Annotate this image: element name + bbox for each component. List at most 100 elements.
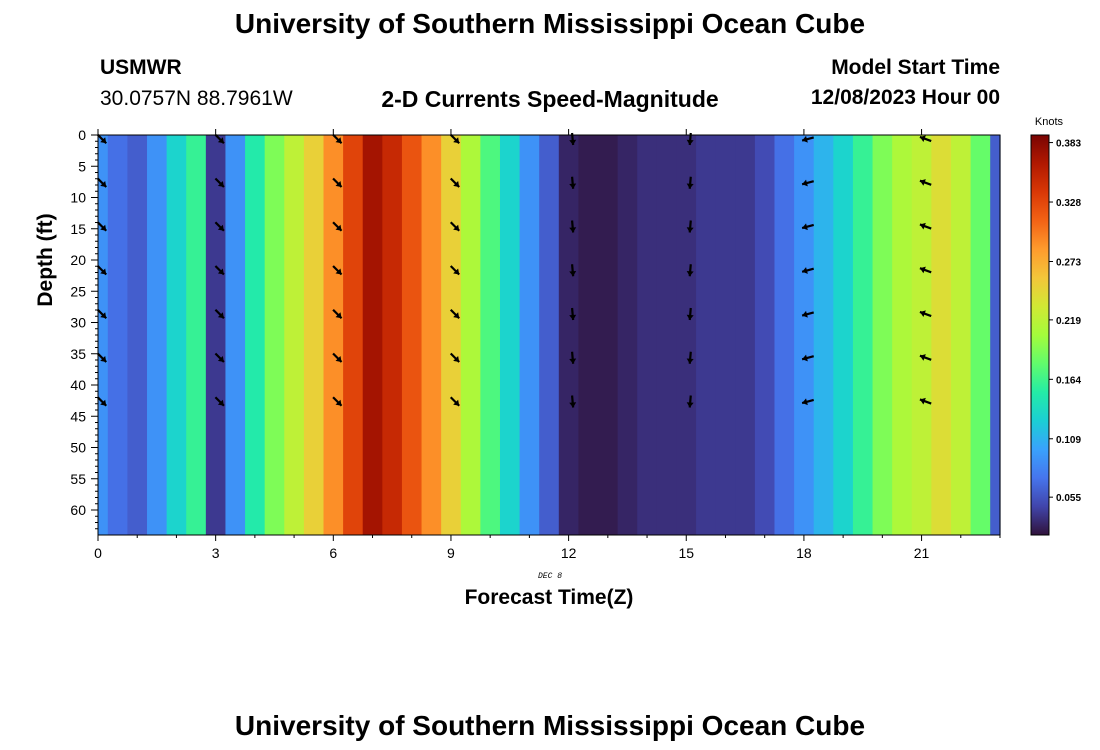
current-vector-arrow [332, 352, 343, 363]
heatmap-cell [401, 135, 423, 535]
vector-head [453, 268, 460, 275]
vector-head [686, 314, 694, 320]
heatmap-cell [735, 135, 756, 535]
heatmap-cell [205, 135, 227, 535]
heatmap-cell [519, 135, 540, 535]
heatmap-cell [480, 135, 501, 535]
vector-head [453, 137, 460, 144]
heatmap-cell [715, 135, 736, 535]
heatmap-cell [637, 135, 658, 535]
current-vector-arrow [919, 179, 932, 186]
x-tick-label: 6 [329, 545, 337, 561]
heatmap-cell [931, 135, 952, 535]
heatmap-cell [107, 135, 129, 535]
y-tick-label: 60 [70, 502, 86, 518]
y-tick-label: 30 [70, 315, 86, 331]
current-vector-arrow [449, 133, 460, 145]
vector-head [335, 224, 342, 231]
vector-head [453, 224, 460, 231]
colorbar-units: Knots [1035, 116, 1064, 128]
current-vector-arrow [686, 307, 694, 321]
vector-head [686, 402, 694, 408]
current-vector-arrow [332, 133, 343, 145]
current-vector-arrow [569, 395, 577, 408]
heatmap-cell [421, 135, 442, 535]
vector-head [569, 139, 577, 145]
current-vector-arrow [214, 308, 225, 320]
current-vector-arrow [96, 133, 108, 145]
heatmap-cell [656, 135, 678, 535]
heatmap-cell [578, 135, 599, 535]
vector-head [100, 312, 107, 319]
model-start-time: 12/08/2023 Hour 00 [810, 86, 1000, 109]
current-vector-arrow [332, 265, 343, 276]
vector-head [802, 223, 808, 231]
current-vector-arrow [214, 396, 225, 407]
heatmap-cell [872, 135, 893, 535]
vector-head [217, 399, 224, 406]
current-vector-arrow [686, 264, 694, 277]
colorbar-tick-label: 0.109 [1056, 435, 1081, 446]
vector-head [919, 179, 926, 186]
figure-title: University of Southern Mississippi Ocean… [234, 8, 866, 39]
heatmap-cell [284, 135, 305, 535]
vector-head [335, 355, 342, 362]
heatmap-cell [539, 135, 560, 535]
vector-head [453, 312, 460, 319]
colorbar-tick-label: 0.383 [1056, 139, 1081, 150]
heatmap-cell [970, 135, 991, 535]
plot-title: 2-D Currents Speed-Magnitude [381, 86, 719, 112]
heatmap-cell [911, 135, 932, 535]
vector-head [100, 399, 107, 406]
heatmap-cell [147, 135, 168, 535]
heatmap-cell [892, 135, 913, 535]
heatmap-cell [303, 135, 325, 535]
speed-heatmap-chart: 0 3 6 9 12 15 18 21 0 5 10 15 20 25 30 35 40 45 50 55 60 Dept… [34, 116, 1081, 609]
vector-head [686, 358, 694, 364]
heatmap-cell [754, 135, 776, 535]
current-vector-arrow [569, 220, 577, 233]
colorbar [1030, 134, 1050, 536]
current-vector-arrow [801, 179, 814, 187]
current-vector-arrow [96, 352, 108, 363]
heatmap-cell [343, 135, 364, 535]
y-tick-label: 20 [70, 252, 86, 268]
vector-head [217, 180, 224, 187]
vector-head [217, 137, 224, 144]
x-tick-label: 15 [678, 545, 694, 561]
current-vector-arrow [919, 397, 932, 405]
current-vector-arrow [919, 222, 932, 230]
current-vector-arrow [919, 354, 932, 361]
heatmap-cell [617, 135, 638, 535]
current-vector-arrow [919, 135, 932, 143]
heatmap-cell [225, 135, 246, 535]
vector-head [217, 355, 224, 362]
vector-head [919, 354, 926, 361]
colorbar-tick-label: 0.273 [1056, 257, 1081, 268]
heatmap-cell [598, 135, 619, 535]
current-vector-arrow [919, 266, 932, 274]
vector-head [217, 268, 224, 275]
model-start-label: Model Start Time [831, 56, 1000, 79]
vector-head [919, 266, 926, 274]
heatmap-cell [245, 135, 266, 535]
station-name: USMWR [100, 56, 182, 79]
heatmap-cell [813, 135, 834, 535]
current-vector-arrow [214, 133, 225, 145]
current-vector-arrow [686, 351, 694, 364]
y-tick-label: 0 [78, 127, 86, 143]
current-vector-arrow [214, 177, 225, 188]
figure-title-repeat: University of Southern Mississippi Ocean… [234, 710, 866, 741]
vector-head [100, 224, 107, 231]
current-vector-arrow [801, 135, 814, 143]
vector-head [453, 355, 460, 362]
y-tick-label: 40 [70, 377, 86, 393]
heatmap-cell [382, 135, 403, 535]
current-vector-arrow [801, 398, 814, 406]
y-tick-label: 5 [78, 158, 86, 174]
vector-head [802, 354, 808, 362]
current-vector-arrow [569, 176, 577, 189]
current-vector-arrow [801, 223, 814, 231]
vector-head [802, 310, 808, 318]
current-vector-arrow [96, 265, 108, 276]
